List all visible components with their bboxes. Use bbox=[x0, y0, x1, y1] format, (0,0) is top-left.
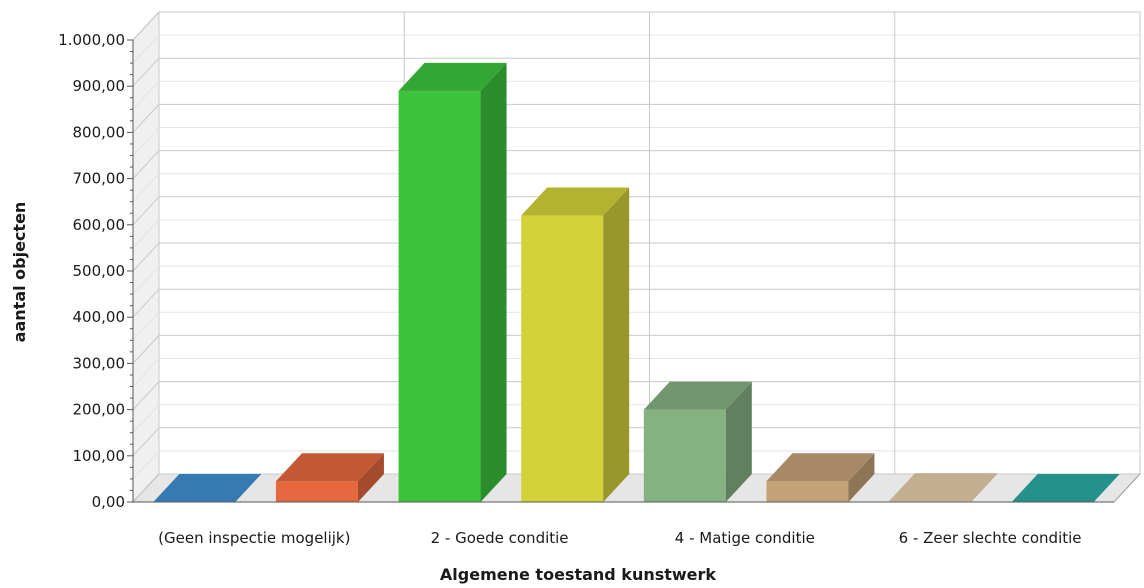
bar-top bbox=[643, 381, 752, 410]
grid-line-side bbox=[132, 127, 160, 156]
grid-line-side bbox=[132, 265, 160, 295]
bar-top bbox=[275, 453, 384, 482]
grid-line-side bbox=[132, 404, 160, 434]
grid-line-side bbox=[132, 219, 160, 249]
grid-line-side bbox=[132, 427, 160, 457]
y-axis-ticks: 0,00 100,00 200,00 300,00 400,00 500,00 600,00… bbox=[58, 31, 1114, 511]
y-tick-label: 200,00 bbox=[73, 401, 126, 419]
bar-top bbox=[521, 187, 630, 216]
bar bbox=[1011, 474, 1120, 502]
y-tick-label: 100,00 bbox=[73, 447, 126, 465]
grid-line-side bbox=[132, 242, 160, 272]
grid-line-side bbox=[132, 450, 160, 480]
x-tick-label: 6 - Zeer slechte conditie bbox=[899, 529, 1082, 547]
x-axis-labels: (Geen inspectie mogelijk) 2 - Goede condi… bbox=[158, 529, 1081, 547]
grid-line-side bbox=[132, 335, 160, 364]
bar-top bbox=[766, 453, 875, 482]
grid-line-side bbox=[132, 288, 160, 318]
grid-line-side bbox=[132, 150, 160, 179]
y-tick-label: 600,00 bbox=[73, 216, 126, 234]
bar-side bbox=[725, 381, 752, 502]
y-tick-label: 500,00 bbox=[73, 262, 126, 280]
grid-line-side bbox=[132, 196, 160, 226]
grid-line-side bbox=[132, 311, 160, 341]
bar-front bbox=[275, 481, 358, 502]
y-tick-label: 800,00 bbox=[73, 123, 126, 141]
bar-side bbox=[357, 453, 384, 502]
bar bbox=[275, 453, 384, 502]
bar-top bbox=[1011, 474, 1120, 502]
bar bbox=[766, 453, 875, 502]
bar-top bbox=[398, 62, 507, 91]
bar-front bbox=[766, 481, 849, 502]
grid-line-side bbox=[132, 104, 160, 133]
bar-side bbox=[971, 473, 998, 502]
grid-line-side bbox=[132, 173, 160, 203]
grid-line-side bbox=[132, 358, 160, 387]
x-tick-label: 4 - Matige conditie bbox=[675, 529, 815, 547]
bar-top bbox=[889, 473, 998, 502]
grid-line-side bbox=[132, 34, 160, 64]
grid-line-side bbox=[132, 381, 160, 410]
y-axis-title: aantal objecten bbox=[10, 202, 29, 343]
y-tick-label: 700,00 bbox=[73, 170, 126, 188]
bar-top bbox=[153, 474, 262, 502]
grid-line-side bbox=[132, 57, 160, 87]
x-axis-title: Algemene toestand kunstwerk bbox=[440, 565, 717, 584]
bar-front bbox=[398, 90, 481, 502]
bar-side bbox=[480, 62, 507, 502]
bars-group bbox=[153, 62, 1120, 502]
bar bbox=[643, 381, 752, 502]
bar-side bbox=[603, 187, 630, 502]
bar bbox=[398, 62, 507, 502]
x-tick-label: 2 - Goede conditie bbox=[431, 529, 569, 547]
x-tick-label: (Geen inspectie mogelijk) bbox=[158, 529, 350, 547]
y-tick-label: 1.000,00 bbox=[58, 31, 125, 49]
bar bbox=[521, 187, 630, 502]
grid-line-side bbox=[132, 473, 160, 503]
chart-walls bbox=[131, 10, 1142, 504]
bar-front bbox=[643, 409, 726, 502]
bar-front bbox=[521, 215, 604, 502]
y-tick-label: 400,00 bbox=[73, 308, 126, 326]
grid-line-side bbox=[132, 80, 160, 110]
y-tick-label: 0,00 bbox=[92, 493, 125, 511]
y-tick-label: 900,00 bbox=[73, 77, 126, 95]
bar bbox=[153, 474, 262, 502]
bar-side bbox=[848, 453, 875, 502]
y-tick-label: 300,00 bbox=[73, 354, 126, 372]
grid-line-side bbox=[132, 11, 160, 41]
